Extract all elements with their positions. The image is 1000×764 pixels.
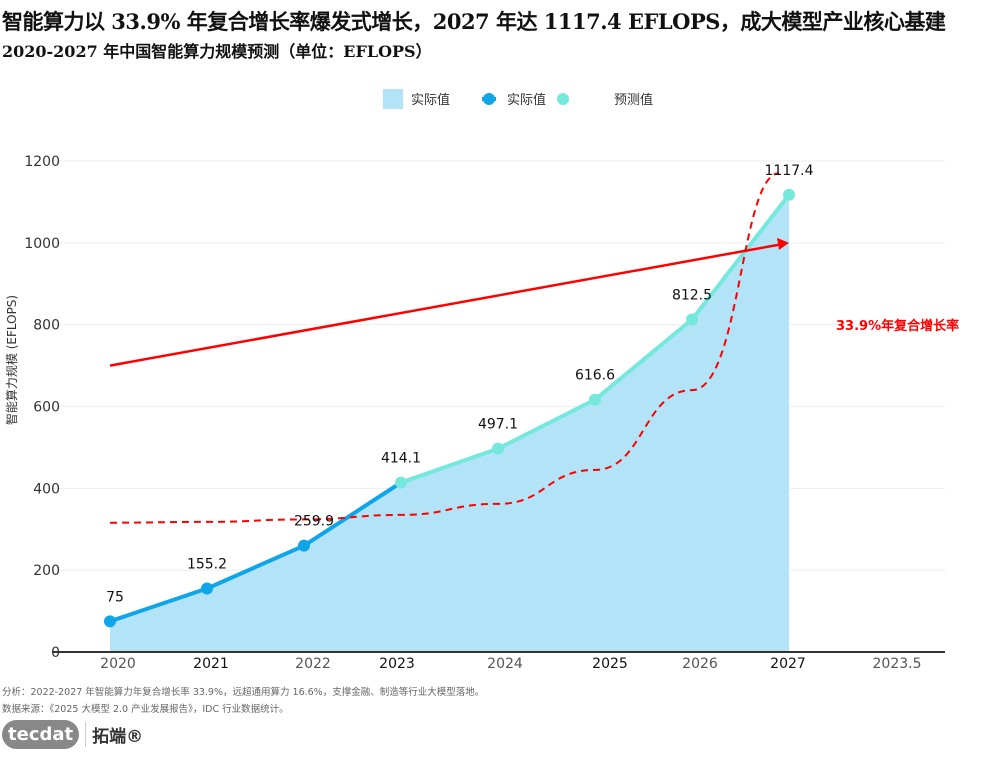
data-label: 414.1	[381, 451, 421, 467]
data-label: 812.5	[672, 288, 712, 304]
y-tick-label: 200	[33, 563, 60, 579]
data-point	[783, 188, 795, 201]
data-label: 155.2	[187, 556, 227, 572]
x-tick-label: 2023	[379, 656, 415, 672]
chart-subtitle: 2020-2027 年中国智能算力规模预测（单位：EFLOPS）	[2, 42, 432, 61]
data-label: 616.6	[575, 368, 615, 384]
data-point	[492, 442, 504, 455]
data-point	[686, 313, 698, 326]
x-tick-label: 2023.5	[873, 656, 922, 672]
cagr-dashed-curve	[109, 172, 780, 524]
data-label: 75	[106, 589, 124, 605]
trend-arrow-line	[109, 243, 782, 367]
cagr-annotation: 33.9%年复合增长率	[836, 318, 959, 334]
data-point	[395, 476, 407, 489]
area-actual	[110, 194, 789, 652]
legend-label: 实际值	[411, 92, 450, 108]
x-tick-label: 2022	[295, 656, 331, 672]
legend-marker-forecast	[557, 93, 569, 105]
y-tick-label: 800	[33, 318, 60, 334]
logo: tecdat 拓端®	[2, 720, 143, 749]
trend-arrow-head	[777, 237, 789, 250]
legend-marker-actual	[483, 93, 495, 105]
chart-title: 智能算力以 33.9% 年复合增长率爆发式增长，2027 年达 1117.4 E…	[2, 9, 946, 34]
data-label: 497.1	[478, 417, 518, 433]
source-note: 数据来源：《2025 大模型 2.0 产业发展报告》，IDC 行业数据统计。	[2, 704, 289, 715]
data-point	[589, 393, 601, 406]
y-tick-label: 1200	[24, 154, 60, 170]
x-tick-label: 2024	[487, 656, 523, 672]
legend-label: 预测值	[614, 92, 653, 108]
legend-swatch-area	[383, 89, 403, 109]
legend-label: 实际值	[507, 92, 546, 108]
y-tick-label: 400	[33, 481, 60, 497]
x-tick-label: 2026	[682, 656, 718, 672]
y-tick-label: 1000	[24, 236, 60, 252]
data-point	[104, 615, 116, 628]
data-point	[298, 539, 310, 552]
logo-cn: 拓端®	[85, 722, 143, 747]
y-axis-label: 智能算力规模 (EFLOPS)	[4, 295, 19, 425]
analysis-note: 分析：2022-2027 年智能算力年复合增长率 33.9%，远超通用算力 16…	[2, 687, 485, 698]
data-label: 259.9	[294, 514, 334, 530]
x-tick-label: 2021	[193, 656, 229, 672]
data-label: 1117.4	[765, 163, 814, 179]
data-point	[201, 582, 213, 595]
x-tick-label: 2020	[100, 656, 136, 672]
logo-mark: tecdat	[2, 720, 80, 749]
x-tick-label: 2025	[592, 656, 628, 672]
y-tick-label: 600	[33, 400, 60, 416]
x-tick-label: 2027	[770, 656, 806, 672]
actual-line	[109, 480, 403, 624]
